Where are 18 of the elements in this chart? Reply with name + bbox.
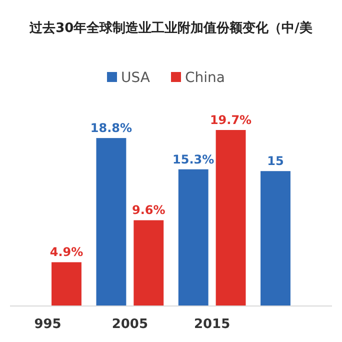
bar — [260, 171, 290, 306]
bar — [134, 220, 164, 306]
data-label: 15 — [267, 154, 284, 168]
data-label: 4.9% — [50, 245, 84, 260]
x-tick-label: 995 — [34, 317, 62, 332]
bar — [178, 169, 208, 306]
bar — [96, 138, 126, 306]
legend-label: China — [185, 70, 225, 86]
data-label: 15.3% — [172, 152, 214, 166]
bar — [216, 130, 246, 306]
x-tick-label: 2015 — [194, 317, 230, 332]
chart-title: 过去30年全球制造业工业附加值份额变化（中/美 — [28, 20, 312, 36]
data-label: 18.8% — [90, 121, 132, 136]
data-label: 19.7% — [210, 113, 252, 127]
legend-label: USA — [121, 70, 150, 86]
x-tick-label: 2005 — [112, 317, 148, 332]
data-label: 9.6% — [132, 203, 166, 218]
bar — [52, 262, 82, 306]
